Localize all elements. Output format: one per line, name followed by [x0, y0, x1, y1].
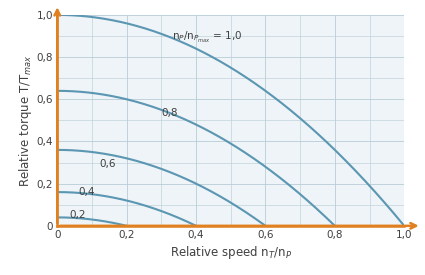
Text: 0,2: 0,2 — [69, 210, 86, 220]
Y-axis label: Relative torque T/T$_{max}$: Relative torque T/T$_{max}$ — [17, 54, 34, 187]
Text: 0,4: 0,4 — [78, 187, 95, 197]
X-axis label: Relative speed n$_T$/n$_P$: Relative speed n$_T$/n$_P$ — [170, 244, 292, 261]
Text: 0,6: 0,6 — [99, 159, 116, 169]
Text: n$_P$/n$_{P_{max}}$ = 1,0: n$_P$/n$_{P_{max}}$ = 1,0 — [172, 30, 242, 45]
Text: 0,8: 0,8 — [162, 108, 178, 118]
